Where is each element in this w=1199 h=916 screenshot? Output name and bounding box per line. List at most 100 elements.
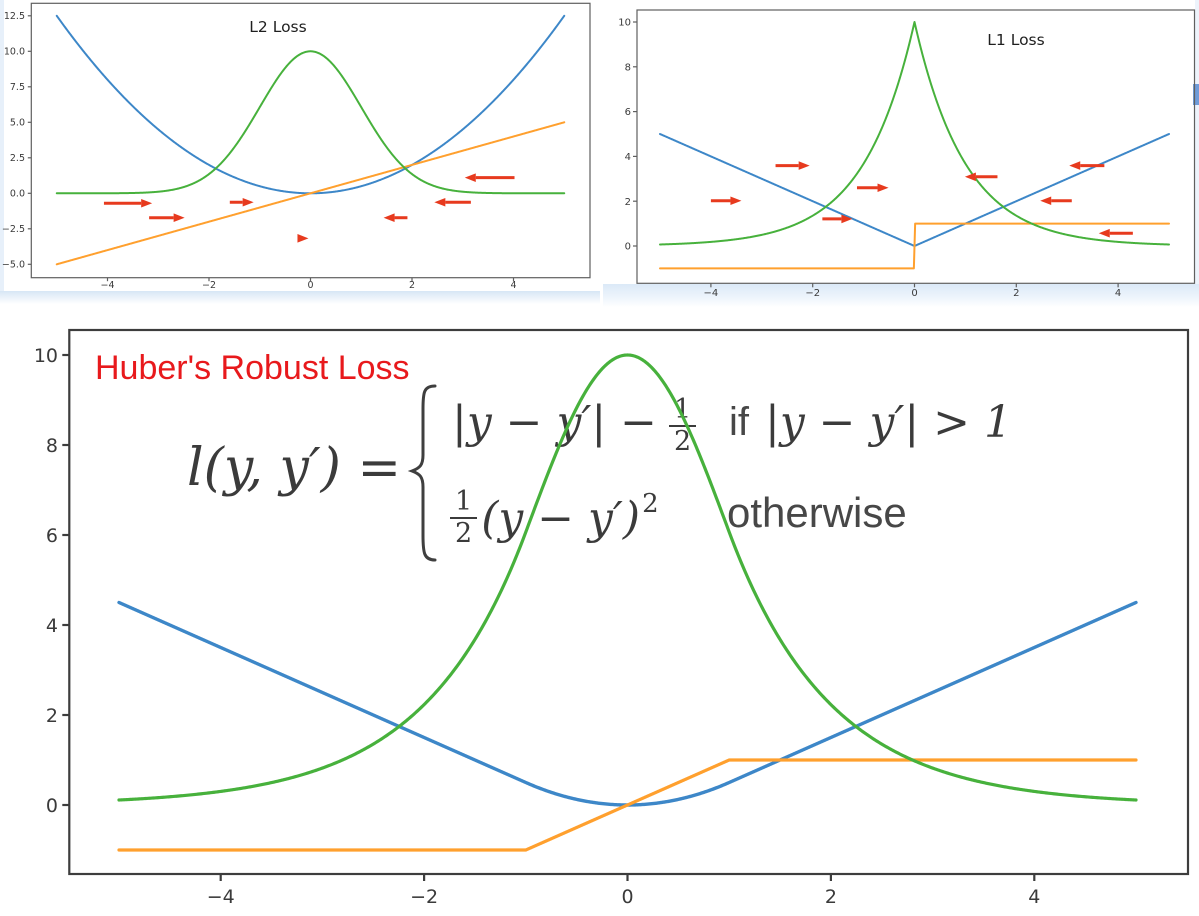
gradient-arrow <box>103 198 153 208</box>
formula-case2-expr: (y − y′) <box>481 492 641 544</box>
gradient-arrow-head <box>1040 196 1052 206</box>
gradient-arrow-head <box>1098 228 1110 238</box>
gradient-arrow <box>775 161 810 170</box>
huber-axes-box <box>68 328 1190 876</box>
l1-x-tick-label: 0 <box>911 288 917 299</box>
gaussian-density-curve <box>55 50 566 195</box>
gradient-arrow <box>434 197 471 207</box>
huber-x-tick-label: −2 <box>410 886 438 908</box>
l1-axes-box <box>636 9 1196 284</box>
formula-case2-condition: otherwise <box>727 489 907 536</box>
formula-lhs: l(y, y′) = <box>187 438 402 498</box>
huber-y-tick-label: 6 <box>46 525 58 547</box>
blue-scrollbar-artifact <box>1193 84 1199 105</box>
huber-y-tick-label: 4 <box>46 615 58 637</box>
huber-x-tick-label: 4 <box>1028 886 1040 908</box>
l2-gradient-line <box>55 121 566 266</box>
huber-y-tick-label: 0 <box>46 795 58 817</box>
formula-otherwise-keyword: otherwise <box>727 489 907 536</box>
laplace-density-curve <box>659 21 1170 246</box>
gradient-arrow-head <box>383 213 395 223</box>
huber-x-tick-label: 2 <box>825 886 837 908</box>
gradient-arrow <box>149 213 185 223</box>
l2-y-tick-label: 2.5 <box>10 153 25 164</box>
l1-x-tick-label: −2 <box>805 288 820 299</box>
l1-y-tick-label: 0 <box>625 242 631 253</box>
l2-y-tick-label: 5.0 <box>10 118 25 129</box>
l1-x-tick-label: 2 <box>1013 288 1019 299</box>
l1-y-tick-label: 4 <box>625 152 631 163</box>
gradient-arrow <box>229 197 254 207</box>
formula-if-keyword: if <box>729 399 749 444</box>
huber-x-tick-label: 0 <box>621 886 633 908</box>
curly-brace <box>407 384 437 562</box>
huber-y-tick-label: 2 <box>46 705 58 727</box>
l2-loss-chart: −4 −2 0 2 4 12.5 10.0 7.5 5.0 2.5 0.0 −2.5 −5.0 <box>2 2 591 291</box>
gradient-arrow-head <box>434 197 446 207</box>
right-edge-artifact <box>1195 0 1199 284</box>
gradient-arrow <box>464 173 515 182</box>
l2-y-tick-label: −2.5 <box>2 224 25 235</box>
formula-case1-condition: if |y − y′| > 1 <box>729 396 1013 448</box>
l1-loss-chart: −4 −2 0 2 4 10 8 6 4 2 0 <box>618 9 1196 299</box>
l2-y-tick-label: 0.0 <box>10 189 25 200</box>
l1-gradient-step <box>659 222 1170 270</box>
huber-loss-chart: −4 −2 0 2 4 10 8 6 4 2 0 <box>34 328 1190 908</box>
gradient-arrow-head <box>841 214 853 224</box>
l2-x-tick-label: 0 <box>307 280 313 291</box>
gradient-arrow-head <box>730 196 742 206</box>
gradient-arrow <box>1040 196 1072 206</box>
l1-y-tick-label: 10 <box>618 18 631 29</box>
huber-heading: Huber's Robust Loss <box>95 349 410 387</box>
gradient-arrow <box>822 214 853 224</box>
formula-case2-exponent: 2 <box>642 489 659 519</box>
formula-case1-condition-expr: |y − y′| > 1 <box>765 396 1013 448</box>
l2-chart-title: L2 Loss <box>249 18 307 36</box>
l1-y-tick-label: 6 <box>625 107 631 118</box>
l1-y-tick-label: 2 <box>625 197 631 208</box>
gradient-arrow <box>964 172 998 182</box>
l1-chart-title: L1 Loss <box>987 31 1045 49</box>
l1-y-tick-label: 8 <box>625 62 631 73</box>
huber-density-curve <box>117 353 1138 802</box>
gradient-arrow <box>383 213 408 223</box>
l2-x-tick-label: −2 <box>202 280 216 291</box>
huber-gradient-clip <box>117 758 1138 852</box>
l2-y-tick-label: 7.5 <box>10 82 25 93</box>
gradient-arrow-head <box>242 197 254 207</box>
gradient-arrow <box>297 234 309 243</box>
huber-loss-curve <box>117 600 1138 807</box>
formula-case1-expr: |y − y′| − <box>452 396 658 448</box>
gradient-arrow <box>1098 228 1133 238</box>
l2-x-tick-label: −4 <box>100 280 114 291</box>
l1-x-tick-label: 4 <box>1115 288 1121 299</box>
gradient-arrow <box>856 183 889 193</box>
huber-y-tick-label: 8 <box>46 435 58 457</box>
gradient-arrow-head <box>877 183 889 193</box>
gradient-arrow-head <box>173 213 185 223</box>
gradient-arrow-head <box>141 198 153 208</box>
l2-axes-box <box>30 2 591 279</box>
bottom-band-artifact-right <box>603 284 1199 307</box>
gradient-arrow-head <box>1069 161 1081 170</box>
left-edge-artifact <box>0 0 4 292</box>
huber-y-tick-label: 10 <box>34 345 58 367</box>
gradient-arrow-head <box>297 234 309 243</box>
huber-x-tick-label: −4 <box>207 886 235 908</box>
l2-y-tick-label: 12.5 <box>4 11 25 22</box>
gradient-arrow-head <box>964 172 976 182</box>
l2-x-tick-label: 2 <box>409 280 415 291</box>
l2-loss-curve <box>55 14 566 195</box>
gradient-arrow-head <box>798 161 810 170</box>
l2-y-tick-label: 10.0 <box>4 47 25 58</box>
l2-x-tick-label: 4 <box>510 280 516 291</box>
l1-x-tick-label: −4 <box>704 288 719 299</box>
gradient-arrow <box>1069 161 1105 170</box>
gradient-arrow <box>710 196 742 206</box>
l2-y-tick-label: −5.0 <box>2 260 25 271</box>
